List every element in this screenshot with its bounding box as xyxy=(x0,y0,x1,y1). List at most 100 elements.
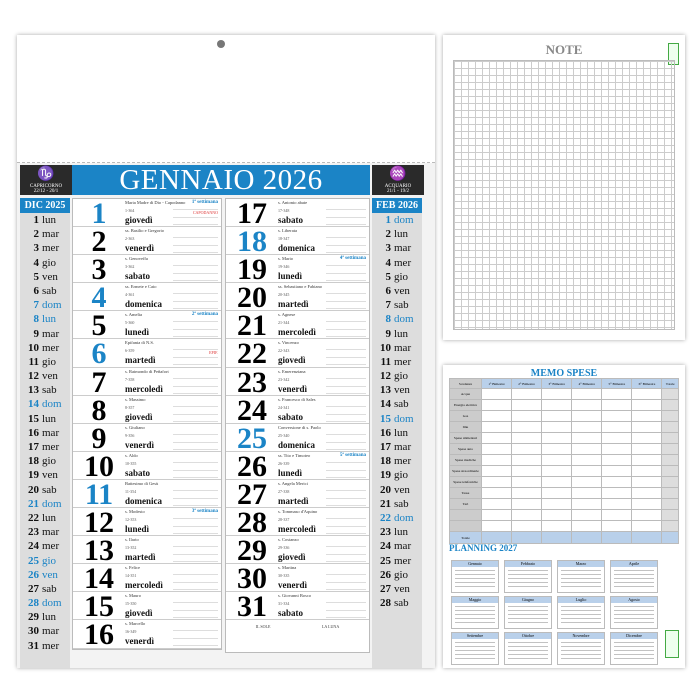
memo-cell xyxy=(601,454,633,466)
saint-name: s. Ilario xyxy=(125,537,139,543)
side-day-number: 5 xyxy=(385,270,392,283)
day-number: 30 xyxy=(237,562,267,596)
side-day: 15 lun xyxy=(20,412,70,426)
writing-line xyxy=(326,237,366,239)
side-day-number: 4 xyxy=(33,256,40,269)
writing-line xyxy=(326,476,366,478)
day-of-year: 27-338 xyxy=(278,488,290,494)
writing-line xyxy=(173,336,218,338)
memo-cell xyxy=(601,531,633,544)
side-day-number: 24 xyxy=(28,540,39,553)
side-day-weekday: mer xyxy=(394,554,412,567)
saint-name: s. Liberata xyxy=(278,228,297,234)
prev-month-column: DIC 2025 1 lun 2 mar 3 mer 4 gio 5 ven 6 sab 7 dom 8 lun… xyxy=(20,198,70,668)
weekday: martedì xyxy=(278,495,309,506)
side-day-weekday: gio xyxy=(42,554,57,567)
weekday: venerdì xyxy=(125,243,154,254)
saint-name: s. Marcello xyxy=(125,621,146,627)
memo-cell xyxy=(601,421,633,433)
memo-cell xyxy=(631,531,663,544)
memo-row: Energia elettrica xyxy=(449,399,679,411)
memo-cell xyxy=(571,487,603,499)
day-number: 10 xyxy=(84,449,114,483)
calendar-header-area xyxy=(17,35,435,163)
zodiac-aquarius: ♒ ACQUARIO 21/1 - 19/2 xyxy=(372,165,424,195)
side-day: 6 sab xyxy=(20,284,70,298)
week-label: 1ª settimana xyxy=(191,200,218,205)
memo-cell xyxy=(480,487,513,499)
planning-title: PLANNING 2027 xyxy=(449,543,518,553)
side-day-number: 21 xyxy=(380,497,391,510)
day-number: 18 xyxy=(237,225,267,259)
side-day-number: 12 xyxy=(380,370,391,383)
side-day: 23 lun xyxy=(372,525,422,539)
side-day: 9 mar xyxy=(20,327,70,341)
weekday: venerdì xyxy=(125,636,154,647)
side-day-weekday: gio xyxy=(42,455,57,468)
side-day-number: 3 xyxy=(33,242,40,255)
weekday: sabato xyxy=(278,608,304,619)
day-of-year: 15-350 xyxy=(125,601,137,607)
saint-name: Conversione di s. Paolo xyxy=(278,424,321,430)
planning-month: Novembre xyxy=(557,632,605,665)
day-number: 21 xyxy=(237,309,267,343)
writing-line xyxy=(173,217,218,218)
saint-name: s. Amelia xyxy=(125,312,142,318)
memo-cell xyxy=(601,520,633,532)
day-number: 19 xyxy=(237,253,267,287)
side-day: 5 ven xyxy=(20,270,70,284)
memo-cell xyxy=(541,410,573,422)
memo-row-label: Spese auto xyxy=(449,443,482,455)
weekday: sabato xyxy=(125,467,151,478)
memo-cell xyxy=(511,520,543,532)
side-day-weekday: mar xyxy=(42,228,60,241)
weekday: lunedì xyxy=(125,524,150,535)
side-day-number: 9 xyxy=(33,327,40,340)
day-of-year: 22-343 xyxy=(278,348,290,354)
planning-month: Gennaio xyxy=(451,560,499,593)
day-row: 22 s. Vincenzo 22-343 giovedì xyxy=(226,339,369,369)
side-day-weekday: lun xyxy=(394,426,409,439)
writing-line xyxy=(173,574,218,576)
memo-row: Spese alimentari xyxy=(449,432,679,444)
day-number: 24 xyxy=(237,393,267,427)
day-row: 5 s. Amelia 5-360 lunedì 2ª settimana xyxy=(73,311,221,341)
memo-cell xyxy=(601,410,633,422)
writing-line xyxy=(173,357,218,359)
side-day-number: 26 xyxy=(380,568,391,581)
memo-cell xyxy=(511,509,543,521)
writing-line xyxy=(326,441,366,443)
writing-line xyxy=(326,377,366,379)
memo-total-cell xyxy=(661,421,679,433)
side-day-weekday: mer xyxy=(394,355,412,368)
saint-name: ss. Basilio e Gregorio xyxy=(125,228,164,234)
weekday: mercoledì xyxy=(278,327,316,338)
memo-cell xyxy=(541,421,573,433)
writing-line xyxy=(173,413,218,415)
writing-line xyxy=(326,209,366,210)
memo-title: MEMO SPESE xyxy=(530,368,598,379)
side-day-weekday: dom xyxy=(42,597,62,610)
writing-line xyxy=(326,617,366,619)
writing-line xyxy=(326,574,366,576)
side-day-number: 8 xyxy=(33,313,40,326)
memo-column-header: Totale xyxy=(661,378,679,389)
side-day-number: 7 xyxy=(33,299,40,312)
writing-line xyxy=(326,301,366,303)
memo-cell xyxy=(541,388,573,400)
writing-line xyxy=(173,293,218,295)
writing-line xyxy=(326,420,366,422)
memo-row: Tari xyxy=(449,498,679,510)
side-day-weekday: gio xyxy=(394,370,409,383)
side-day: 6 ven xyxy=(372,284,422,298)
saint-name: s. Genoveffa xyxy=(125,256,148,262)
writing-line xyxy=(173,630,218,632)
memo-cell xyxy=(631,432,663,444)
side-day: 27 ven xyxy=(372,582,422,596)
side-day-weekday: mer xyxy=(42,540,60,553)
weekday: martedì xyxy=(278,299,309,310)
planning-month-name: Marzo xyxy=(558,561,604,567)
memo-total-cell xyxy=(661,432,679,444)
sun-label: IL SOLE xyxy=(255,624,271,630)
side-day-number: 18 xyxy=(380,455,391,468)
